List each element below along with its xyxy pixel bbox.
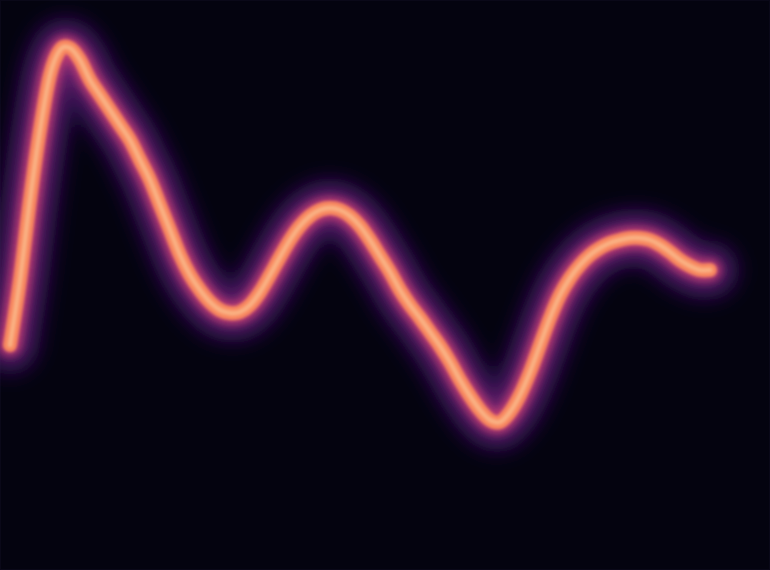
plot-area [10, 47, 710, 423]
line [10, 47, 710, 423]
plot-frame [1, 1, 770, 570]
line-highlight [10, 47, 710, 423]
chart-svg [0, 0, 770, 570]
line-glow [10, 47, 710, 423]
background [0, 0, 770, 570]
line-glow-inner [10, 47, 710, 423]
line-glow-outer [10, 47, 710, 423]
chart-container [0, 0, 770, 570]
